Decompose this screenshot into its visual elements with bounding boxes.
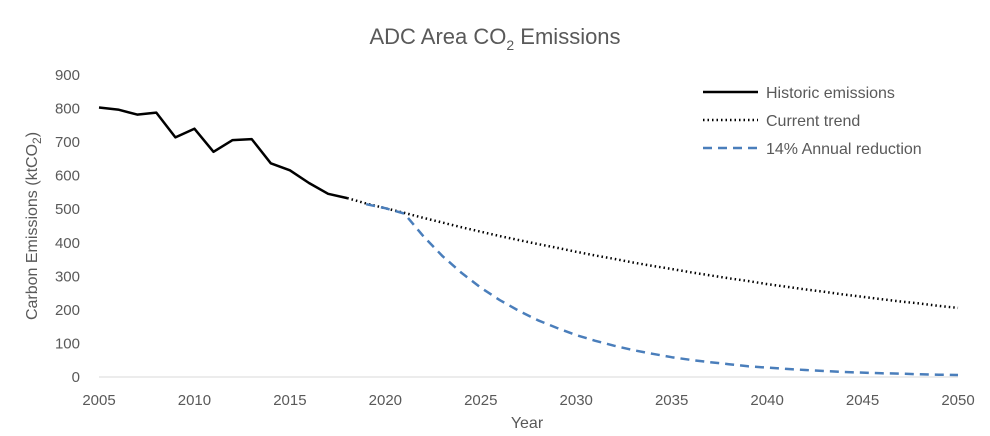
y-tick-label: 300 (55, 268, 80, 285)
legend-entry-current-trend: Current trend (703, 113, 860, 130)
legend-entry-historic: Historic emissions (703, 85, 895, 102)
series-layer (98, 106, 959, 377)
series-current-trend (346, 196, 959, 310)
y-tick-label: 500 (55, 201, 80, 218)
legend-entry-annual-reduction: 14% Annual reduction (703, 141, 922, 158)
y-tick-label: 200 (55, 302, 80, 319)
y-tick-label: 700 (55, 134, 80, 151)
y-axis-ticks: 0 100 200 300 400 500 600 700 800 900 (55, 67, 80, 386)
y-tick-label: 400 (55, 235, 80, 252)
x-tick-label: 2030 (560, 392, 593, 409)
x-tick-label: 2010 (178, 392, 211, 409)
legend: Historic emissions Current trend 14% Ann… (703, 85, 922, 158)
y-tick-label: 100 (55, 335, 80, 352)
x-tick-label: 2035 (655, 392, 688, 409)
x-tick-label: 2045 (846, 392, 879, 409)
y-tick-label: 900 (55, 67, 80, 84)
series-annual-reduction (365, 202, 959, 377)
y-tick-label: 0 (72, 369, 80, 386)
x-tick-label: 2020 (369, 392, 402, 409)
chart-title: ADC Area CO2 Emissions (369, 24, 620, 53)
y-tick-label: 800 (55, 101, 80, 118)
legend-label-current-trend: Current trend (766, 113, 860, 130)
x-tick-label: 2025 (464, 392, 497, 409)
x-tick-label: 2040 (750, 392, 783, 409)
x-axis-ticks: 2005 2010 2015 2020 2025 2030 2035 2040 2045 2050 (82, 392, 974, 409)
x-axis-title: Year (511, 415, 544, 432)
x-tick-label: 2050 (941, 392, 974, 409)
x-tick-label: 2005 (82, 392, 115, 409)
y-tick-label: 600 (55, 168, 80, 185)
y-axis-title: Carbon Emissions (ktCO2) (24, 132, 44, 320)
x-tick-label: 2015 (273, 392, 306, 409)
legend-label-historic: Historic emissions (766, 85, 895, 102)
legend-label-annual-reduction: 14% Annual reduction (766, 141, 922, 158)
series-historic-emissions (98, 106, 348, 200)
